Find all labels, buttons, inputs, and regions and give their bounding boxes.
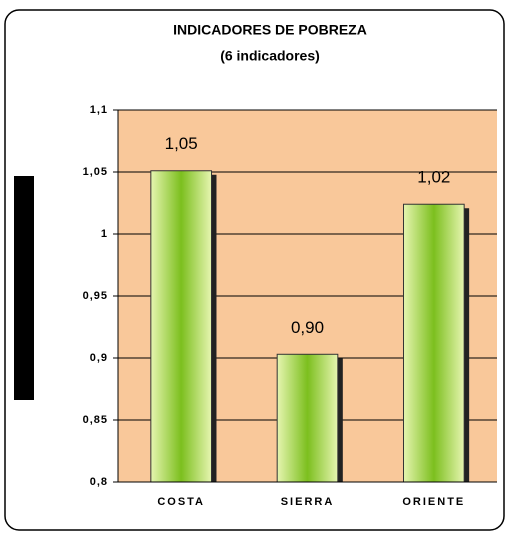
y-tick-label: 0,9 [90, 352, 108, 364]
y-tick-label: 0,85 [83, 414, 108, 426]
y-tick-label: 1,05 [83, 166, 108, 178]
y-tick-label: 1 [101, 228, 108, 240]
bar [150, 170, 212, 483]
data-label: 0,90 [291, 318, 324, 337]
y-tick-label: 0,8 [90, 476, 108, 488]
x-tick-label: COSTA [157, 496, 205, 508]
x-tick-label: ORIENTE [402, 496, 465, 508]
bar [403, 203, 465, 483]
bar [276, 353, 339, 483]
chart-title: INDICADORES DE POBREZA [173, 22, 367, 38]
data-label: 1,05 [165, 134, 198, 153]
y-tick-label: 0,95 [83, 290, 108, 302]
chart-subtitle: (6 indicadores) [220, 48, 320, 64]
y-tick-label: 1,1 [90, 104, 108, 116]
data-label: 1,02 [417, 168, 450, 187]
side-bar [14, 176, 34, 400]
x-tick-label: SIERRA [281, 496, 335, 508]
